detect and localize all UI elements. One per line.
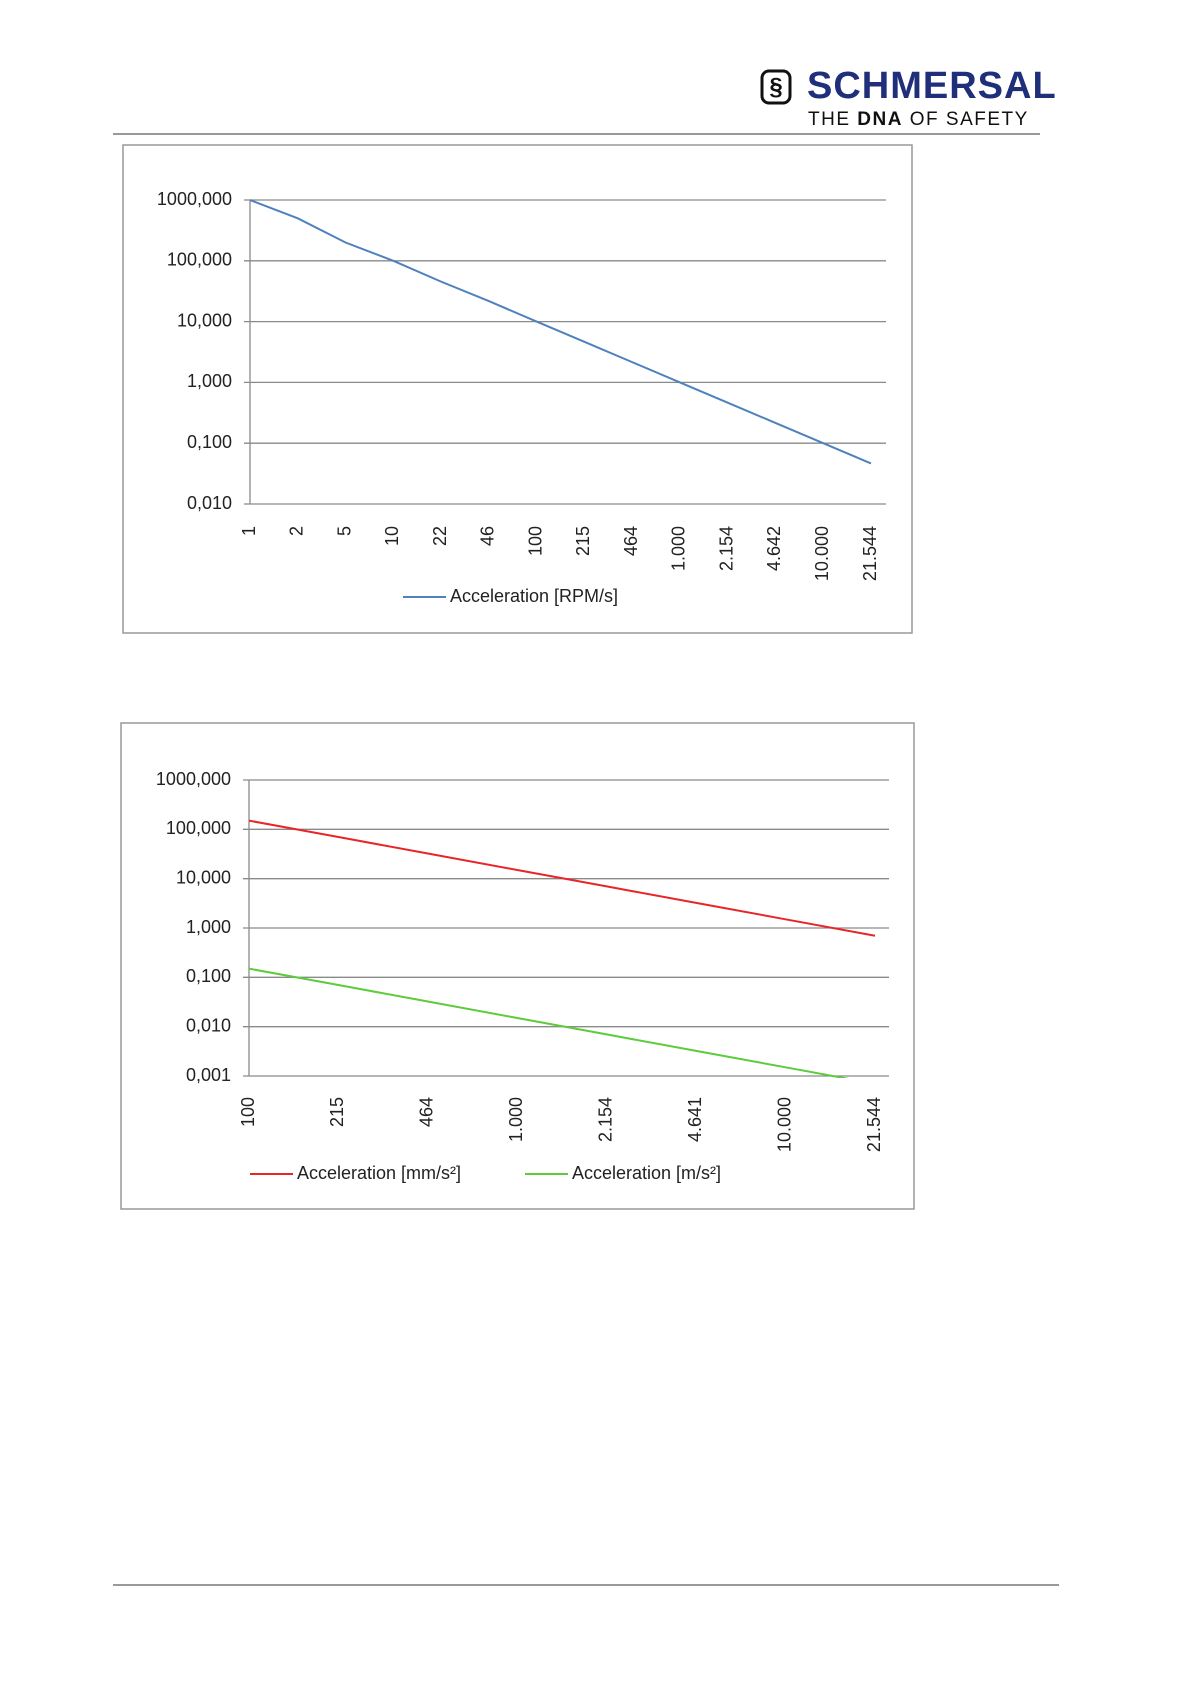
y-tick-label: 0,001 <box>186 1065 231 1085</box>
y-tick-label: 1,000 <box>187 371 232 391</box>
x-tick-label: 10.000 <box>774 1097 794 1152</box>
tagline-part: THE <box>808 109 851 130</box>
x-tick-label: 46 <box>478 526 498 546</box>
x-tick-label: 215 <box>573 526 593 556</box>
data-line <box>249 967 850 1078</box>
x-tick-label: 2.154 <box>595 1097 615 1142</box>
x-tick-label: 1.000 <box>669 526 689 571</box>
y-tick-label: 100,000 <box>166 818 231 838</box>
x-tick-label: 1 <box>239 526 259 536</box>
y-tick-label: 1000,000 <box>157 189 232 209</box>
y-tick-label: 0,010 <box>187 493 232 513</box>
y-tick-label: 1000,000 <box>156 769 231 789</box>
legend-label: Acceleration [RPM/s] <box>450 586 618 606</box>
x-tick-label: 215 <box>327 1097 347 1127</box>
x-tick-label: 10 <box>382 526 402 546</box>
tagline: THE DNA OF SAFETY <box>808 109 1029 130</box>
x-tick-label: 4.641 <box>685 1097 705 1142</box>
data-line <box>250 199 872 465</box>
legend-label: Acceleration [m/s²] <box>572 1163 721 1183</box>
tagline-part: DNA <box>857 109 903 130</box>
y-tick-label: 0,100 <box>187 432 232 452</box>
y-tick-label: 100,000 <box>167 250 232 270</box>
y-tick-label: 10,000 <box>177 310 232 330</box>
x-tick-label: 1.000 <box>506 1097 526 1142</box>
tagline-part: OF SAFETY <box>910 109 1029 130</box>
chart-frame <box>122 144 913 634</box>
y-tick-label: 0,100 <box>186 966 231 986</box>
x-tick-label: 4.642 <box>764 526 784 571</box>
y-tick-label: 0,010 <box>186 1015 231 1035</box>
x-tick-label: 2 <box>287 526 307 536</box>
x-tick-label: 2.154 <box>716 526 736 571</box>
x-tick-label: 464 <box>417 1097 437 1127</box>
y-tick-label: 10,000 <box>176 867 231 887</box>
legend-label: Acceleration [mm/s²] <box>297 1163 461 1183</box>
data-line <box>249 819 876 937</box>
logo-icon-letter: § <box>769 73 782 100</box>
x-tick-label: 5 <box>334 526 354 536</box>
y-tick-label: 1,000 <box>186 917 231 937</box>
x-tick-label: 21.544 <box>864 1097 884 1152</box>
logo-icon <box>760 69 792 105</box>
logo: § SCHMERSAL THE DNA OF SAFETY <box>760 65 1057 130</box>
x-tick-label: 10.000 <box>812 526 832 581</box>
x-tick-label: 100 <box>238 1097 258 1127</box>
x-tick-label: 21.544 <box>860 526 880 581</box>
x-tick-label: 22 <box>430 526 450 546</box>
x-tick-label: 464 <box>621 526 641 556</box>
brand: SCHMERSAL <box>807 65 1057 107</box>
chart-frame <box>120 722 915 1210</box>
x-tick-label: 100 <box>525 526 545 556</box>
